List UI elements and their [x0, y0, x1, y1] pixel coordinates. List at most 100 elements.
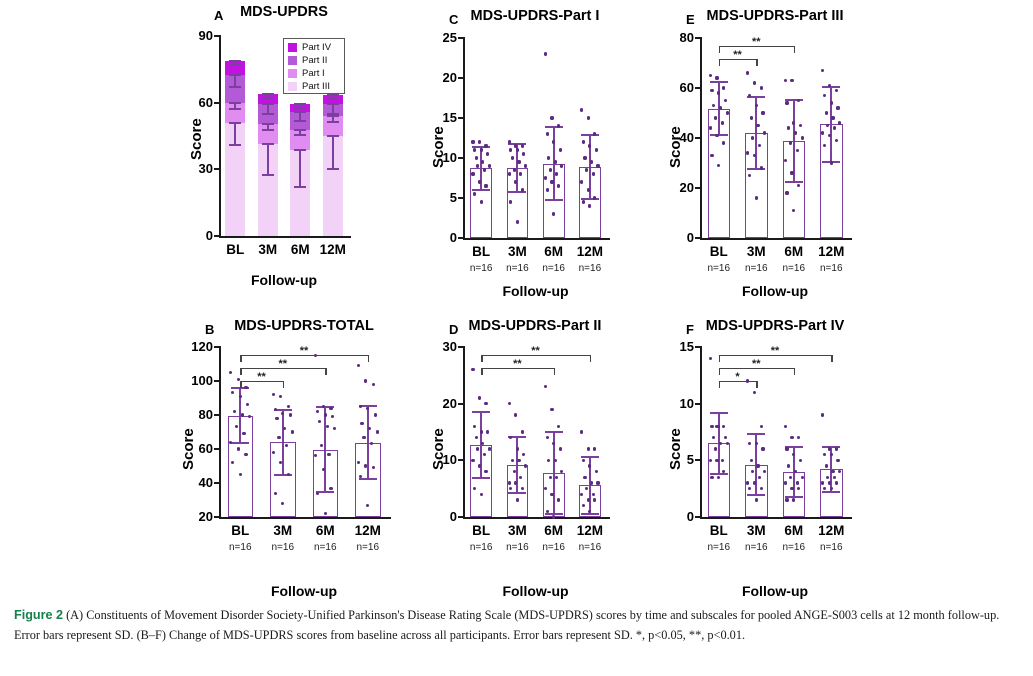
- x-axis-label-c: Follow-up: [502, 283, 569, 299]
- panel-letter-a: A: [214, 8, 224, 23]
- data-point: [790, 78, 794, 83]
- data-point: [487, 447, 491, 451]
- error-bar-cap: [261, 123, 274, 126]
- y-tick-label: 60: [679, 80, 694, 95]
- data-point: [555, 475, 559, 479]
- significance-bracket-line: [718, 381, 757, 383]
- error-bar-line: [755, 434, 758, 465]
- error-bar-cap: [784, 181, 803, 184]
- data-point: [708, 356, 712, 360]
- data-point: [708, 458, 712, 462]
- figure-plot-area: A MDS-UPDRS 0 30 60 90 Score BL 3M 6M 12M Follow-up…: [180, 4, 852, 599]
- y-tick-mark: [458, 402, 464, 405]
- y-tick-mark: [214, 482, 220, 484]
- data-point: [588, 509, 592, 513]
- y-tick-mark: [695, 187, 701, 189]
- data-point: [792, 498, 796, 502]
- legend-label: Part II: [302, 55, 328, 66]
- data-point: [712, 436, 716, 440]
- y-tick-mark: [458, 516, 464, 518]
- data-point: [362, 435, 366, 439]
- error-bar-line: [755, 133, 758, 169]
- data-point: [484, 402, 488, 406]
- data-point: [552, 212, 556, 216]
- bar-segment-part-iii: [225, 122, 246, 236]
- y-tick-label: 25: [442, 30, 457, 45]
- legend-label: Part IV: [302, 42, 332, 53]
- data-point: [369, 442, 374, 446]
- y-axis-line-d: [463, 346, 465, 517]
- significance-bracket-tick: [718, 381, 721, 388]
- error-bar-cap: [231, 387, 250, 390]
- significance-label: **: [733, 49, 742, 61]
- error-bar-line: [516, 436, 519, 465]
- data-point: [477, 140, 482, 144]
- data-point: [722, 470, 726, 474]
- data-point: [286, 404, 291, 409]
- error-bar-cap: [261, 92, 274, 95]
- data-point: [749, 458, 753, 462]
- data-point: [783, 424, 787, 428]
- data-point: [588, 204, 592, 208]
- data-point: [793, 131, 798, 135]
- data-point: [715, 424, 719, 428]
- data-point: [591, 172, 595, 176]
- significance-bracket-line: [240, 368, 326, 370]
- y-tick-label: 15: [442, 110, 457, 125]
- data-point: [358, 404, 362, 409]
- data-point: [473, 192, 477, 196]
- y-tick-label: 60: [198, 441, 213, 456]
- error-bar-cap: [229, 143, 242, 146]
- data-point: [316, 410, 320, 414]
- error-bar-cap: [709, 411, 728, 414]
- x-tick-label-6m: 6M: [315, 523, 335, 538]
- data-point: [797, 487, 801, 491]
- data-point: [473, 424, 477, 428]
- data-point: [754, 103, 758, 108]
- error-bar-cap: [508, 142, 527, 145]
- x-tick-label-12m: 12M: [818, 523, 845, 538]
- y-tick-mark: [458, 346, 464, 348]
- x-tick-label-3m: 3M: [273, 523, 293, 538]
- data-point: [712, 103, 716, 108]
- error-bar-line: [792, 141, 795, 183]
- data-point: [596, 481, 600, 485]
- error-bar-cap: [294, 107, 307, 109]
- error-bar-cap: [294, 120, 307, 123]
- error-bar-line: [331, 116, 334, 122]
- data-point: [286, 472, 291, 477]
- x-axis-line-c: [463, 238, 610, 240]
- data-point: [329, 486, 333, 490]
- data-point: [520, 188, 524, 192]
- y-tick-mark: [458, 77, 464, 79]
- data-point: [754, 196, 758, 200]
- y-tick-mark: [458, 117, 464, 119]
- error-bar-line: [299, 150, 302, 188]
- n-count-label: n=16: [707, 263, 731, 274]
- error-bar-line: [830, 86, 833, 125]
- significance-label: **: [257, 371, 266, 383]
- data-point: [514, 413, 518, 417]
- data-point: [510, 458, 515, 462]
- data-point: [821, 481, 825, 485]
- y-tick-mark: [695, 402, 701, 405]
- data-point: [471, 458, 475, 462]
- n-count-label: n=16: [542, 542, 565, 553]
- data-point: [795, 481, 799, 485]
- panel-title-f: MDS-UPDRS-Part IV: [705, 318, 845, 334]
- y-tick-mark: [458, 37, 464, 39]
- data-point: [514, 180, 518, 184]
- data-point: [476, 447, 480, 451]
- panel-title-a: MDS-UPDRS: [240, 4, 328, 20]
- x-tick-label-6m: 6M: [784, 244, 804, 259]
- data-point: [824, 464, 828, 468]
- legend-swatch-part-iii: [288, 82, 297, 91]
- error-bar-cap: [326, 135, 339, 137]
- data-point: [515, 220, 519, 224]
- data-point: [248, 415, 252, 419]
- y-tick-label: 20: [442, 395, 457, 411]
- y-axis-line-c: [463, 37, 465, 238]
- significance-bracket-line: [718, 46, 794, 48]
- data-point: [543, 52, 548, 56]
- error-bar-cap: [261, 128, 274, 131]
